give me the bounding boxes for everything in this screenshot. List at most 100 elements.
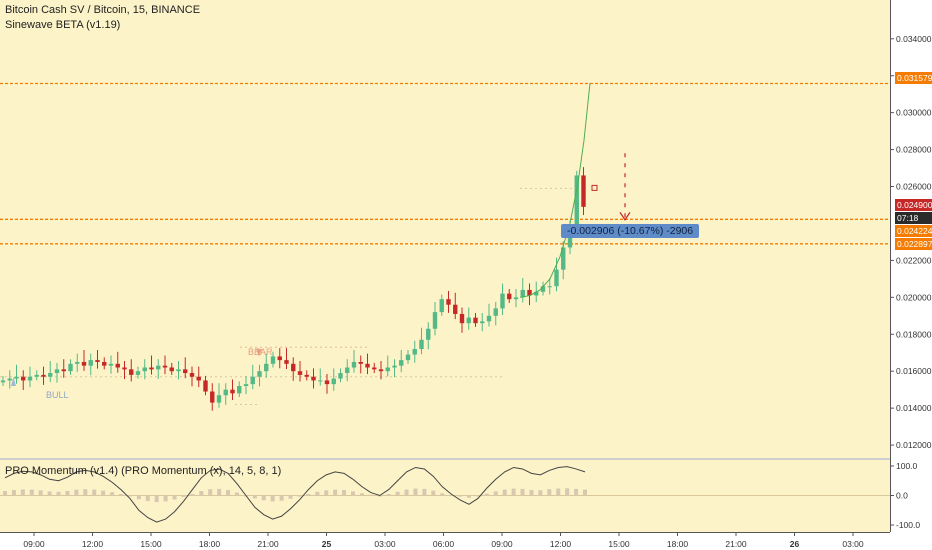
momentum-histogram-bar (583, 489, 587, 496)
candle-body (264, 363, 269, 372)
candle-body (68, 363, 73, 372)
bull-label: BULL (46, 390, 69, 400)
candle-body (210, 391, 215, 403)
candle-body (345, 367, 350, 374)
momentum-histogram-bar (226, 489, 231, 496)
y-tick-label: 0.014000 (896, 403, 932, 413)
x-tick-label: 18:00 (199, 539, 221, 549)
x-tick-label: 09:00 (23, 539, 45, 549)
candle-body (365, 363, 370, 368)
momentum-histogram-bar (342, 489, 347, 496)
main-pane-bg (0, 0, 890, 458)
candle-body (311, 376, 316, 381)
y-tick-label: 0.018000 (896, 329, 932, 339)
y-tick-label: 0.016000 (896, 366, 932, 376)
momentum-histogram-bar (449, 495, 454, 497)
momentum-histogram-bar (279, 495, 284, 501)
momentum-histogram-bar (467, 495, 471, 498)
candle-body (338, 373, 343, 379)
x-tick-label: 21:00 (257, 539, 279, 549)
measure-tooltip[interactable]: -0.002906 (-10.67%) -2906 (561, 224, 700, 238)
momentum-histogram-bar (565, 488, 570, 496)
candle-body (34, 374, 39, 377)
candle-body (540, 286, 546, 292)
y-tick-label: 0.012000 (896, 440, 932, 450)
momentum-histogram-bar (11, 489, 16, 496)
momentum-histogram-bar (208, 489, 213, 496)
candle-body (426, 328, 431, 340)
candle-body (169, 367, 174, 372)
entry-marker (591, 184, 598, 191)
momentum-histogram-bar (440, 493, 445, 496)
momentum-tick-label: 0.0 (896, 491, 908, 501)
momentum-histogram-bar (529, 489, 534, 496)
resistance-price-tag: 0.031579 (895, 72, 932, 84)
momentum-histogram-bar (458, 495, 463, 497)
momentum-histogram-bar (252, 495, 257, 499)
candle-body (331, 378, 336, 385)
indicator-legend[interactable]: Sinewave BETA (v1.19) (5, 19, 121, 31)
candle-body (196, 376, 201, 381)
symbol-legend[interactable]: Bitcoin Cash SV / Bitcoin, 15, BINANCE (5, 4, 201, 16)
x-tick-label: 26 (790, 539, 800, 549)
momentum-histogram-bar (261, 495, 266, 501)
candle-body (237, 385, 242, 394)
y-tick-label: 0.034000 (896, 34, 932, 44)
momentum-histogram-bar (163, 495, 168, 502)
candle-body (250, 376, 255, 385)
candle-body (581, 175, 586, 207)
candle-body (446, 299, 451, 305)
candle-body (513, 297, 519, 300)
candle-body (453, 304, 458, 314)
momentum-histogram-bar (484, 493, 489, 496)
momentum-histogram-bar (333, 489, 338, 496)
x-tick-label: 03:00 (842, 539, 864, 549)
momentum-histogram-bar (502, 489, 507, 496)
momentum-histogram-bar (20, 489, 25, 496)
level-mid-price-tag: 0.024224 (895, 225, 932, 237)
candle-body (473, 317, 478, 324)
candle-body (385, 367, 390, 372)
level-lines[interactable] (0, 82, 890, 245)
y-tick-label: 0.020000 (896, 292, 932, 302)
momentum-histogram-bar (574, 488, 579, 496)
bear-label: BEAR (248, 347, 273, 357)
candle-body (291, 363, 296, 372)
momentum-histogram-bar (74, 489, 79, 496)
momentum-histogram-bar (181, 495, 186, 497)
momentum-histogram-bar (56, 491, 61, 496)
momentum-histogram-bar (538, 490, 543, 496)
momentum-histogram-bar (368, 494, 373, 496)
y-tick-label: 0.030000 (896, 108, 932, 118)
candle-body (372, 367, 377, 370)
candle-body (14, 376, 19, 379)
momentum-histogram-bar (29, 489, 34, 496)
candle-body (574, 175, 579, 231)
x-tick-label: 18:00 (667, 539, 689, 549)
momentum-histogram-bar (38, 490, 43, 496)
candle-body (135, 371, 141, 375)
momentum-histogram-bar (101, 490, 106, 496)
sinewave-line (519, 83, 591, 298)
momentum-legend[interactable]: PRO Momentum (v1.4) (PRO Momentum (x), 1… (5, 465, 282, 477)
momentum-histogram-bar (297, 495, 302, 497)
momentum-histogram-bar (154, 495, 159, 503)
x-tick-label: 12:00 (82, 539, 104, 549)
candle-body (270, 356, 276, 364)
candle-body (520, 289, 525, 298)
candle-body (27, 376, 33, 381)
momentum-tick-label: 100.0 (896, 461, 918, 471)
momentum-histogram-bar (315, 491, 320, 496)
candle-body (41, 374, 46, 377)
candle-body (554, 269, 559, 287)
candle-body (561, 247, 566, 270)
x-tick-label: 25 (322, 539, 332, 549)
candle-body (534, 291, 539, 296)
candle-body (115, 363, 120, 368)
momentum-histogram-bar (217, 488, 222, 496)
momentum-histogram-bar (520, 488, 525, 496)
momentum-histogram-bar (324, 490, 329, 496)
momentum-histogram-bar (127, 495, 132, 497)
